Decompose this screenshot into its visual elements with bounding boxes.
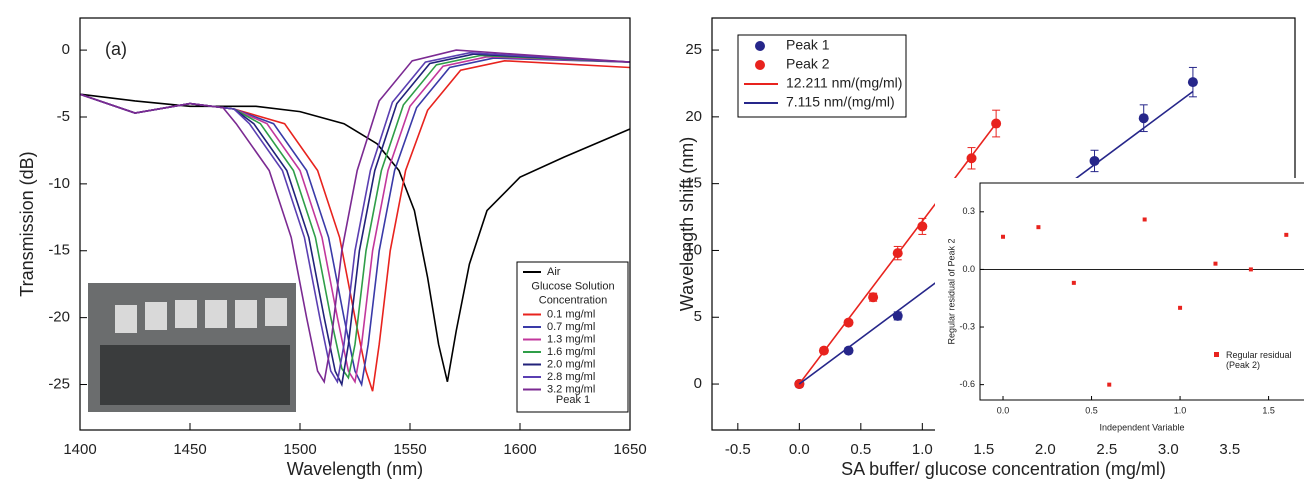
x-tick-label: 1550 [393, 441, 426, 458]
panel-label: (a) [105, 39, 127, 59]
legend-label: 2.8 mg/ml [547, 371, 595, 383]
x-tick-label: -0.5 [725, 441, 751, 458]
y-tick-label: -10 [48, 175, 70, 192]
y-axis-title: Transmission (dB) [17, 151, 37, 296]
x-tick-label: 1650 [613, 441, 646, 458]
y-tick-label: -5 [57, 108, 70, 125]
point [1284, 232, 1289, 237]
x-tick-label: 1400 [63, 441, 96, 458]
legend-label: 0.7 mg/ml [547, 321, 595, 333]
legend-swatch [755, 60, 765, 70]
y-tick-label: -0.6 [959, 379, 975, 389]
x-tick-label: 1500 [283, 441, 316, 458]
y-tick-label: 0.3 [962, 206, 975, 216]
x-tick-label: 0.5 [1085, 405, 1098, 415]
y-tick-label: 15 [685, 175, 702, 192]
legend-swatch [755, 41, 765, 51]
point [1178, 305, 1183, 310]
x-tick-label: 0.0 [789, 441, 810, 458]
point [843, 317, 854, 328]
legend-label: 1.3 mg/ml [547, 333, 595, 345]
legend-label: 7.115 nm/(mg/ml) [786, 94, 895, 110]
point [868, 292, 879, 303]
point [1213, 261, 1218, 266]
x-tick-label: 0.5 [850, 441, 871, 458]
legend-note: Peak 1 [556, 394, 590, 406]
legend-label: 3.2 mg/ml [547, 383, 595, 395]
legend-label: 0.1 mg/ml [547, 308, 595, 320]
y-tick-label: 20 [685, 108, 702, 125]
photo-jars [115, 298, 287, 333]
series-line [798, 123, 997, 385]
legend-label: Air [547, 266, 561, 278]
y-tick-label: 10 [685, 241, 702, 258]
point [1138, 113, 1149, 124]
x-axis-title: SA buffer/ glucose concentration (mg/ml) [841, 459, 1166, 479]
point [1248, 267, 1253, 272]
y-tick-label: -15 [48, 242, 70, 259]
series-line [79, 49, 631, 385]
point [1071, 280, 1076, 285]
x-tick-label: 1.5 [973, 441, 994, 458]
inset-frame [979, 182, 1304, 401]
y-axis-title: Wavelength shift (nm) [677, 137, 697, 311]
legend-title: Concentration [539, 294, 608, 306]
point [1107, 382, 1112, 387]
point [1142, 217, 1147, 222]
x-tick-label: 2.5 [1096, 441, 1117, 458]
inset-legend-label: Regular residual (Peak 2) [1226, 350, 1292, 370]
legend-box [516, 261, 629, 413]
inset-background [935, 178, 1305, 435]
x-tick-label: 3.5 [1219, 441, 1240, 458]
point [1187, 77, 1198, 88]
x-tick-label: 1.0 [1174, 405, 1187, 415]
y-tick-label: 25 [685, 41, 702, 58]
y-tick-label: 5 [694, 308, 702, 325]
legend-label: 2.0 mg/ml [547, 358, 595, 370]
photo-tray [100, 345, 290, 405]
legend-label: 12.211 nm/(mg/ml) [786, 75, 902, 91]
series-line [79, 93, 631, 382]
legend-label: 1.6 mg/ml [547, 346, 595, 358]
y-tick-label: 0 [62, 41, 70, 58]
x-axis-title: Independent Variable [1100, 422, 1185, 432]
x-tick-label: 0.0 [997, 405, 1010, 415]
x-tick-label: 1600 [503, 441, 536, 458]
point [1036, 225, 1041, 230]
x-tick-label: 2.0 [1035, 441, 1056, 458]
x-tick-label: 1.5 [1262, 405, 1275, 415]
y-tick-label: -0.3 [959, 321, 975, 331]
y-tick-label: -20 [48, 309, 70, 326]
x-tick-label: 1450 [173, 441, 206, 458]
y-tick-label: 0.0 [962, 264, 975, 274]
point [966, 153, 977, 164]
legend-swatch [1214, 352, 1219, 357]
legend-label: Peak 2 [786, 56, 830, 72]
x-tick-label: 1.0 [912, 441, 933, 458]
y-tick-label: -25 [48, 375, 70, 392]
point [1001, 234, 1006, 239]
point [843, 345, 854, 356]
y-axis-title: Regular residual of Peak 2 [946, 238, 956, 344]
y-tick-label: 0 [694, 375, 702, 392]
legend-label: Peak 1 [786, 37, 830, 53]
point [892, 310, 903, 321]
plot-frame [79, 17, 631, 431]
x-tick-label: 3.0 [1158, 441, 1179, 458]
legend-title: Glucose Solution [531, 280, 614, 292]
x-axis-title: Wavelength (nm) [287, 459, 423, 479]
